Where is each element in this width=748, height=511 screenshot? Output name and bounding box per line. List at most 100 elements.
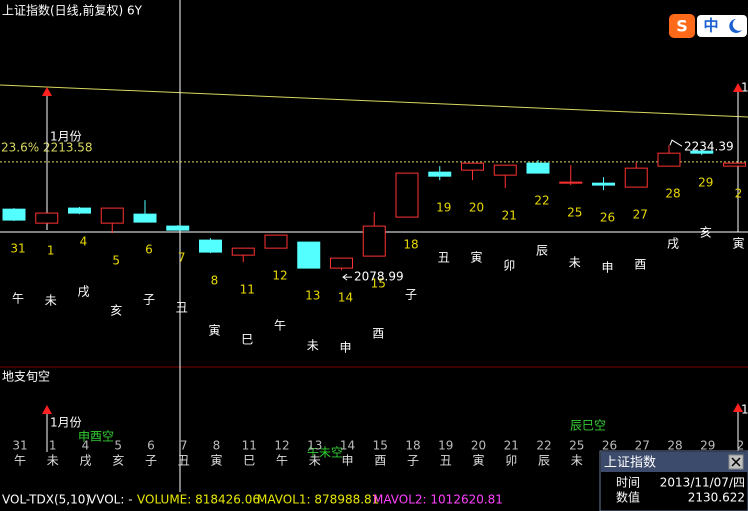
ime-s: S	[676, 17, 688, 36]
branch-label-lower: 卯	[505, 454, 517, 468]
day-label: 1	[47, 244, 55, 258]
candle-body	[68, 207, 91, 214]
candle-body	[2, 208, 26, 221]
month-marker-lower-label: 1月份	[50, 416, 82, 430]
day-label: 8	[211, 274, 219, 288]
branch-label: 酉	[372, 327, 384, 341]
month-marker-lower-arrow	[42, 405, 52, 414]
branch-label: 寅	[732, 236, 744, 251]
candle-body	[297, 241, 321, 269]
month-marker-lower-label: 1月份	[741, 403, 748, 417]
branch-label-lower: 午	[14, 454, 26, 468]
day-label: 7	[178, 251, 186, 265]
branch-label: 卯	[503, 259, 515, 273]
day-label-lower: 12	[274, 439, 289, 453]
day-label-lower: 20	[471, 439, 486, 453]
day-label: 28	[665, 187, 680, 201]
day-label: 6	[145, 243, 153, 257]
month-marker-arrow	[42, 87, 52, 96]
ime-moon	[729, 19, 742, 33]
day-label-lower: 29	[700, 439, 715, 453]
day-label: 29	[698, 176, 713, 190]
day-label-lower: 11	[242, 439, 257, 453]
branch-label: 寅	[470, 250, 482, 265]
day-label-lower: 1	[49, 439, 57, 453]
ime-icon	[669, 14, 695, 38]
branch-label: 戌	[77, 285, 89, 299]
branch-label-lower: 未	[571, 454, 583, 468]
day-label: 31	[10, 242, 25, 256]
branch-label: 子	[143, 293, 155, 307]
candle-body	[133, 213, 157, 223]
candle-body	[493, 164, 517, 176]
status-indicator: VOL-TDX(5,10)	[2, 493, 90, 507]
month-marker-arrow	[733, 83, 743, 92]
candle-body	[166, 225, 190, 231]
day-label: 12	[272, 269, 287, 283]
day-label-lower: 4	[82, 439, 90, 453]
candle-body	[395, 172, 419, 218]
popup-key: 数值	[616, 490, 640, 505]
branch-label: 辰	[536, 244, 548, 258]
branch-label-lower: 戌	[79, 454, 91, 468]
branch-label-lower: 辰	[538, 454, 550, 468]
branch-label: 未	[569, 256, 581, 270]
candle-body	[35, 212, 59, 224]
low-annotation: 2078.99	[354, 270, 404, 284]
day-label-lower: 28	[667, 439, 682, 453]
day-label-lower: 15	[373, 439, 388, 453]
branch-label: 午	[274, 319, 286, 333]
ime-logo[interactable]: S 中	[669, 14, 747, 38]
day-label: 26	[600, 211, 615, 225]
candle-body	[199, 239, 222, 253]
high-arrow	[669, 139, 683, 147]
status-volume: VOLUME: 818426.06	[137, 493, 260, 507]
day-label: 27	[633, 208, 648, 222]
candle-body	[264, 234, 288, 249]
candle-body	[559, 181, 583, 184]
day-label: 11	[240, 283, 255, 297]
month-marker-lower-arrow	[733, 403, 743, 412]
candle-body	[657, 152, 681, 167]
branch-label-lower: 酉	[374, 454, 386, 468]
day-label: 21	[502, 209, 517, 223]
branch-label-lower: 申	[341, 454, 353, 468]
day-label-lower: 7	[180, 439, 188, 453]
day-label-lower: 13	[307, 439, 322, 453]
day-label-lower: 25	[569, 439, 584, 453]
branch-label-lower: 巳	[243, 454, 255, 468]
day-label: 19	[436, 201, 451, 215]
candle-body	[461, 162, 484, 171]
branch-label: 戌	[667, 237, 679, 251]
day-label: 15	[371, 277, 386, 291]
candle-body	[362, 225, 386, 257]
day-label: 5	[112, 254, 120, 268]
day-label-lower: 31	[12, 439, 27, 453]
candle-body	[330, 257, 353, 269]
branch-label: 亥	[700, 226, 712, 240]
branch-label-lower: 丑	[178, 454, 190, 468]
month-marker-label: 1月份	[50, 130, 82, 144]
branch-label: 巳	[241, 333, 253, 347]
day-label-lower: 14	[340, 439, 355, 453]
candle-body	[723, 162, 746, 167]
void-label: 申酉空	[78, 430, 114, 444]
popup-title: 上证指数	[604, 456, 656, 471]
branch-label: 申	[601, 261, 613, 275]
branch-label: 丑	[176, 301, 188, 315]
info-popup: 上证指数 时间 2013/11/07/四 数值 2130.622	[599, 450, 748, 511]
day-label-lower: 2	[737, 439, 745, 453]
day-label: 25	[567, 206, 582, 220]
branch-label: 丑	[438, 251, 450, 265]
day-label-lower: 21	[504, 439, 519, 453]
branch-label: 未	[45, 294, 57, 308]
branch-label-lower: 午	[276, 454, 288, 468]
chart-title: 上证指数(日线,前复权) 6Y	[2, 3, 143, 18]
candle-body	[624, 167, 648, 188]
day-label: 22	[534, 194, 549, 208]
ime-mode: 中	[703, 17, 718, 35]
day-label: 2	[735, 187, 743, 201]
popup-titlebar	[601, 452, 748, 472]
